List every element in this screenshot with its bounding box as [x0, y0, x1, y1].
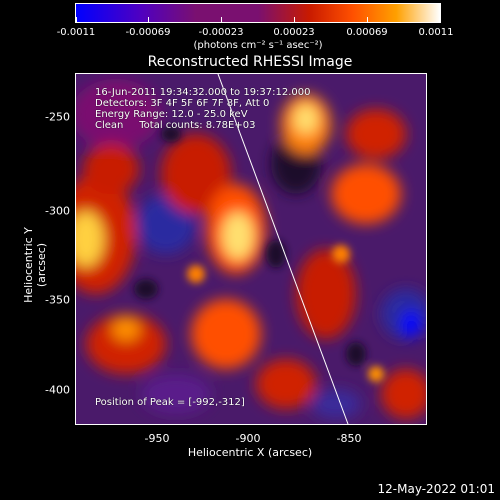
peak-position: Position of Peak = [-992,-312]	[95, 397, 245, 408]
image-title: Reconstructed RHESSI Image	[147, 54, 353, 70]
rhessi-image-panel	[75, 73, 427, 425]
x-tick-label: -850	[336, 432, 362, 445]
x-axis-label: Heliocentric X (arcsec)	[187, 446, 313, 459]
y-tick-label: -250	[45, 110, 70, 124]
y-tick-label: -300	[45, 204, 70, 218]
emission-field	[76, 79, 426, 419]
energy-range: Energy Range: 12.0 - 25.0 keV	[95, 109, 248, 120]
colorbar-tick-label: 0.0011	[418, 27, 454, 38]
emission-detail	[134, 126, 384, 382]
y-tick-label: -350	[45, 293, 70, 307]
colorbar-tick-mark	[148, 17, 149, 22]
observation-time: 16-Jun-2011 19:34:32.000 to 19:37:12.000	[95, 87, 311, 98]
colorbar-tick-label: -0.00069	[125, 27, 171, 38]
colorbar-tick-label: 0.00023	[273, 27, 315, 38]
x-tick-label: -900	[235, 432, 261, 445]
algorithm-counts: Clean Total counts: 8.78E+03	[95, 120, 256, 131]
colorbar-tick-mark	[367, 17, 368, 22]
colorbar-unit-label: (photons cm⁻² s⁻¹ asec⁻²)	[193, 40, 323, 51]
y-tick-label: -400	[45, 383, 70, 397]
colorbar-tick-label: -0.00023	[198, 27, 244, 38]
colorbar-tick-label: -0.0011	[56, 27, 96, 38]
rhessi-image	[76, 74, 426, 424]
colorbar-tick-mark	[294, 17, 295, 22]
colorbar-tick-mark	[439, 17, 440, 22]
detectors-info: Detectors: 3F 4F 5F 6F 7F 8F, Att 0	[95, 98, 270, 109]
y-axis-label: Heliocentric Y (arcsec)	[22, 227, 48, 303]
x-tick-label: -950	[144, 432, 170, 445]
colorbar	[75, 3, 441, 23]
colorbar-tick-mark	[221, 17, 222, 22]
solar-limb-line	[217, 74, 349, 424]
generation-timestamp: 12-May-2022 01:01	[377, 482, 495, 496]
colorbar-tick-mark	[76, 17, 77, 22]
colorbar-tick-label: 0.00069	[346, 27, 388, 38]
